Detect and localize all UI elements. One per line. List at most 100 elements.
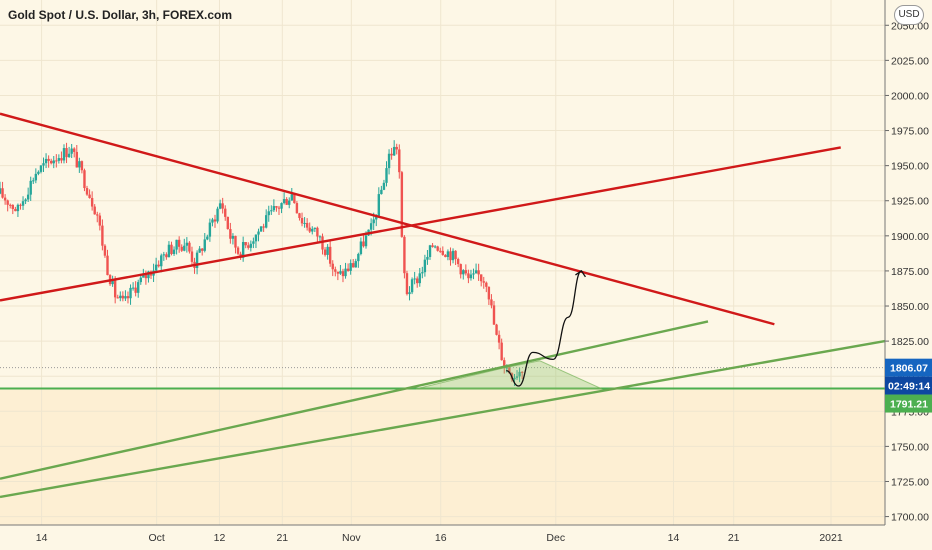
candle-body	[157, 264, 160, 267]
candle-body	[65, 148, 68, 158]
candle-body	[185, 242, 189, 246]
current-price-label: 1806.07	[890, 363, 928, 375]
candle-body	[323, 249, 327, 255]
candle-body	[183, 245, 186, 251]
candle-body	[270, 210, 273, 212]
x-tick-label: 12	[214, 532, 226, 544]
candle-body	[408, 292, 411, 295]
candle-body	[142, 273, 145, 278]
candle-body	[495, 324, 498, 335]
candle-body	[282, 199, 286, 204]
candle-body	[462, 270, 465, 275]
candle-body	[418, 273, 421, 284]
candle-body	[229, 229, 232, 239]
candle-body	[295, 203, 299, 214]
candle-body	[492, 305, 496, 325]
candle-body	[311, 228, 314, 232]
candle-body	[37, 171, 40, 174]
candle-body	[441, 250, 445, 255]
candle-body	[446, 251, 450, 258]
candle-body	[177, 239, 181, 247]
candle-body	[60, 158, 63, 161]
y-tick-label: 1950.00	[891, 161, 929, 173]
candle-body	[1, 188, 4, 198]
candle-body	[167, 244, 171, 258]
candle-body	[216, 208, 219, 222]
projection-arrowhead	[575, 270, 586, 278]
candle-body	[165, 254, 168, 258]
x-tick-label: Oct	[148, 532, 164, 544]
candle-body	[103, 245, 107, 256]
candle-body	[201, 248, 204, 251]
candle-body	[73, 148, 76, 152]
candle-body	[221, 203, 224, 209]
support-zone-band	[0, 388, 885, 525]
candle-body	[113, 279, 117, 298]
grid-lines	[0, 0, 885, 525]
x-tick-label: Dec	[546, 532, 565, 544]
candle-body	[9, 204, 12, 206]
candle-body	[369, 223, 373, 230]
y-tick-label: 1900.00	[891, 231, 929, 243]
candle-body	[423, 259, 427, 273]
candle-body	[449, 251, 452, 261]
candle-body	[44, 158, 48, 164]
candle-body	[124, 296, 127, 299]
candle-body	[280, 203, 283, 209]
candle-body	[375, 215, 378, 220]
candle-body	[3, 197, 7, 201]
candle-body	[272, 206, 276, 211]
candle-body	[252, 241, 255, 244]
currency-button[interactable]: USD	[894, 5, 924, 25]
candle-body	[487, 286, 491, 300]
candle-body	[52, 160, 55, 164]
candle-body	[195, 252, 199, 268]
candle-body	[479, 274, 483, 282]
candle-body	[218, 203, 222, 209]
descending-resistance-trendline	[0, 112, 775, 326]
candle-body	[474, 270, 478, 274]
candle-body	[116, 297, 119, 299]
candle-body	[339, 271, 342, 274]
candle-body	[34, 173, 38, 181]
candle-body	[211, 219, 214, 223]
candle-body	[395, 146, 398, 150]
candle-body	[444, 254, 447, 258]
candle-body	[14, 208, 17, 212]
candle-body	[352, 263, 355, 268]
candle-body	[170, 244, 173, 254]
candle-body	[454, 250, 457, 259]
candle-body	[70, 148, 73, 154]
countdown-label: 02:49:14	[888, 381, 930, 393]
candle-body	[431, 245, 434, 247]
candle-body	[405, 273, 409, 295]
countdown-tag	[885, 376, 932, 395]
y-tick-label: 2000.00	[891, 90, 929, 102]
candle-body	[126, 296, 130, 299]
x-tick-label: 21	[276, 532, 288, 544]
candle-body	[334, 269, 337, 272]
candle-body	[275, 206, 278, 208]
candle-body	[490, 299, 493, 306]
candle-body	[264, 215, 268, 228]
candle-body	[464, 270, 468, 274]
y-tick-label: 1700.00	[891, 512, 929, 524]
y-tick-label: 1875.00	[891, 266, 929, 278]
candle-body	[293, 194, 296, 204]
candle-body	[85, 188, 89, 195]
candle-body	[254, 234, 258, 242]
candle-body	[398, 149, 401, 173]
price-axis: 1700.001725.001750.001775.001800.001825.…	[884, 0, 929, 525]
candle-body	[172, 249, 176, 254]
candle-body	[137, 282, 140, 293]
candle-body	[318, 236, 322, 238]
candle-body	[362, 241, 365, 247]
candle-body	[129, 287, 132, 299]
candle-body	[326, 246, 329, 255]
candle-body	[55, 160, 58, 162]
candle-body	[78, 161, 81, 168]
candle-body	[433, 246, 437, 248]
candle-body	[346, 268, 350, 271]
